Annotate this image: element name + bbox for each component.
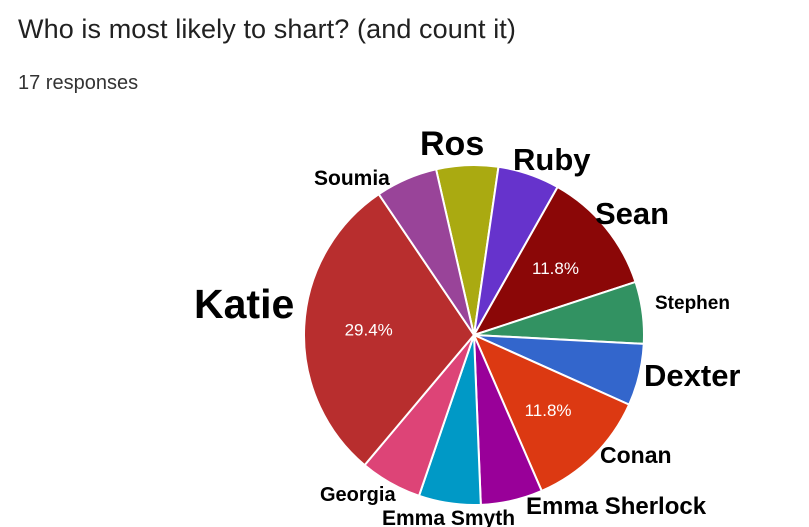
pie-slice-katie bbox=[303, 192, 476, 467]
slice-label-dexter: Dexter bbox=[644, 358, 741, 393]
pct-label-katie: 29.4% bbox=[345, 321, 393, 340]
pct-label-sean: 11.8% bbox=[532, 259, 579, 278]
slice-label-emma-smyth: Emma Smyth bbox=[382, 507, 515, 527]
slice-label-ros: Ros bbox=[420, 125, 484, 163]
slice-label-georgia: Georgia bbox=[320, 484, 396, 506]
pie-slice-soumia bbox=[377, 168, 475, 336]
chart-title: Who is most likely to shart? (and count … bbox=[18, 14, 516, 44]
pct-label-conan: 11.8% bbox=[525, 401, 572, 420]
slice-label-sean: Sean bbox=[595, 196, 669, 231]
slice-label-katie: Katie bbox=[194, 281, 294, 327]
slice-label-ruby: Ruby bbox=[513, 142, 591, 177]
response-count: 17 responses bbox=[18, 72, 139, 94]
slice-label-stephen: Stephen bbox=[655, 293, 730, 314]
slice-label-emma-sherlock: Emma Sherlock bbox=[526, 493, 707, 520]
slice-label-conan: Conan bbox=[600, 442, 672, 468]
pie-slice-sean bbox=[471, 185, 637, 337]
slice-label-soumia: Soumia bbox=[314, 167, 390, 190]
pie-slice-conan bbox=[472, 333, 631, 493]
